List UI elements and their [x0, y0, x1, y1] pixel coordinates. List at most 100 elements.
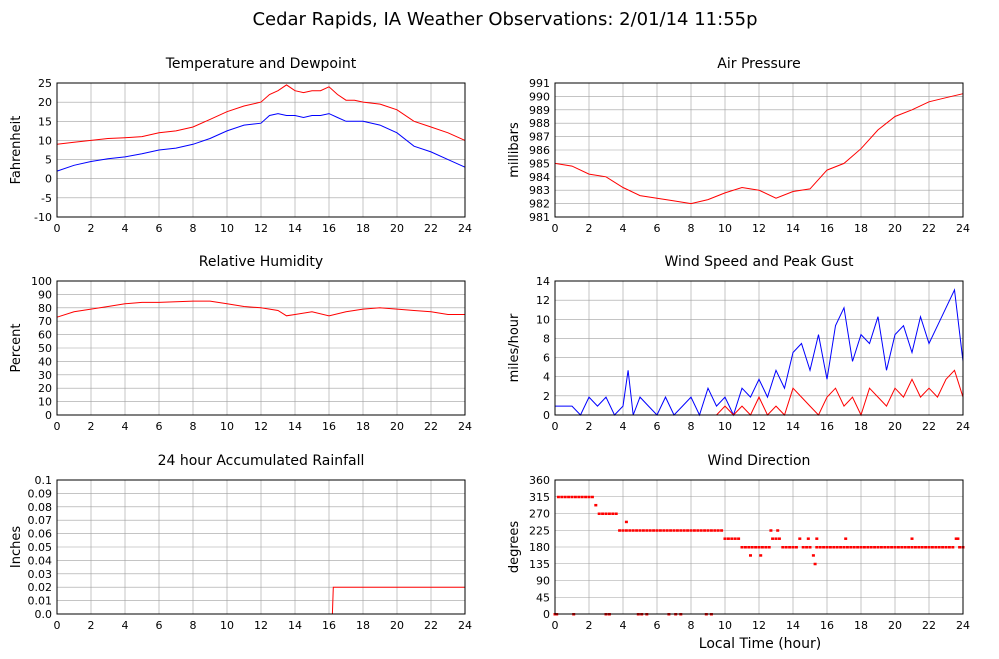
data-point [601, 512, 605, 515]
data-point [900, 546, 904, 549]
x-tick-label: 8 [190, 619, 197, 632]
x-tick-label: 14 [288, 222, 302, 235]
data-point [631, 529, 635, 532]
x-tick-label: 14 [288, 619, 302, 632]
data-point [563, 495, 567, 499]
plot-frame [554, 280, 964, 416]
y-tick-label: 0.03 [28, 568, 53, 581]
y-axis-label: Percent [9, 324, 24, 373]
y-tick-label: 0.02 [28, 581, 53, 594]
data-point [844, 537, 848, 540]
data-point [730, 537, 734, 540]
data-point [570, 495, 574, 499]
x-tick-label: 12 [254, 619, 268, 632]
data-point [747, 546, 751, 549]
y-tick-label: 987 [529, 131, 550, 144]
y-tick-label: 80 [38, 302, 52, 315]
data-point [849, 546, 853, 549]
y-tick-label: 100 [31, 275, 52, 288]
data-point [771, 537, 775, 540]
data-point [815, 537, 819, 540]
y-tick-label: 0 [45, 409, 52, 422]
data-point [784, 546, 788, 549]
data-point [665, 529, 669, 532]
data-point [607, 512, 611, 515]
x-tick-label: 6 [654, 222, 661, 235]
data-point [896, 546, 900, 549]
x-tick-label: 10 [718, 619, 732, 632]
data-point [679, 529, 683, 532]
y-tick-label: 985 [529, 157, 550, 170]
y-tick-label: 40 [38, 355, 52, 368]
x-tick-label: 16 [820, 420, 834, 433]
y-axis-label: Inches [9, 526, 24, 568]
data-point [947, 546, 951, 549]
plot-frame [56, 280, 466, 416]
x-tick-label: 20 [888, 619, 902, 632]
y-axis-label: Fahrenheit [9, 116, 24, 185]
x-tick-label: 2 [586, 222, 593, 235]
data-point [611, 512, 615, 515]
data-point [750, 546, 754, 549]
y-tick-label: 90 [38, 288, 52, 301]
chart-title: Wind Direction [708, 453, 811, 469]
x-tick-label: 4 [620, 420, 627, 433]
x-tick-label: 0 [552, 420, 559, 433]
data-point [835, 546, 839, 549]
data-point [709, 529, 713, 532]
data-point [774, 537, 778, 540]
x-tick-label: 6 [156, 222, 163, 235]
x-tick-label: 4 [122, 222, 129, 235]
x-tick-label: 24 [458, 619, 472, 632]
data-point [910, 546, 914, 549]
y-tick-label: 15 [38, 115, 52, 128]
data-point [645, 529, 649, 532]
data-point [577, 495, 581, 499]
data-point [815, 546, 819, 549]
data-point [956, 537, 960, 540]
data-point [720, 529, 724, 532]
data-point [628, 529, 632, 532]
y-tick-label: 986 [529, 144, 550, 157]
x-tick-label: 8 [190, 222, 197, 235]
data-point [920, 546, 924, 549]
x-tick-label: 10 [718, 420, 732, 433]
x-tick-label: 4 [122, 619, 129, 632]
data-point [669, 529, 673, 532]
y-tick-label: 0 [543, 409, 550, 422]
data-point [913, 546, 917, 549]
data-point [749, 554, 752, 557]
plot-frame [554, 479, 964, 615]
data-point [692, 529, 696, 532]
x-axis-label: Local Time (hour) [699, 636, 821, 652]
data-point [907, 546, 911, 549]
series-line [555, 288, 964, 417]
plot-frame [56, 82, 466, 218]
x-tick-label: 4 [620, 619, 627, 632]
x-tick-label: 6 [654, 420, 661, 433]
y-tick-label: 0.08 [28, 501, 53, 514]
data-point [852, 546, 856, 549]
y-tick-label: 12 [536, 294, 550, 307]
x-tick-label: 20 [888, 420, 902, 433]
data-point [886, 546, 890, 549]
data-point [769, 529, 773, 532]
data-point [597, 512, 601, 515]
x-tick-label: 4 [620, 222, 627, 235]
data-point [941, 546, 945, 549]
data-point [706, 529, 710, 532]
data-point [733, 537, 737, 540]
data-point [699, 529, 703, 532]
data-point [822, 546, 826, 549]
x-tick-label: 16 [820, 222, 834, 235]
data-point [587, 495, 591, 499]
y-tick-label: 90 [536, 575, 550, 588]
x-tick-label: 24 [956, 420, 970, 433]
y-axis-label: millibars [507, 122, 522, 178]
y-tick-label: 8 [543, 332, 550, 345]
data-point [686, 529, 690, 532]
